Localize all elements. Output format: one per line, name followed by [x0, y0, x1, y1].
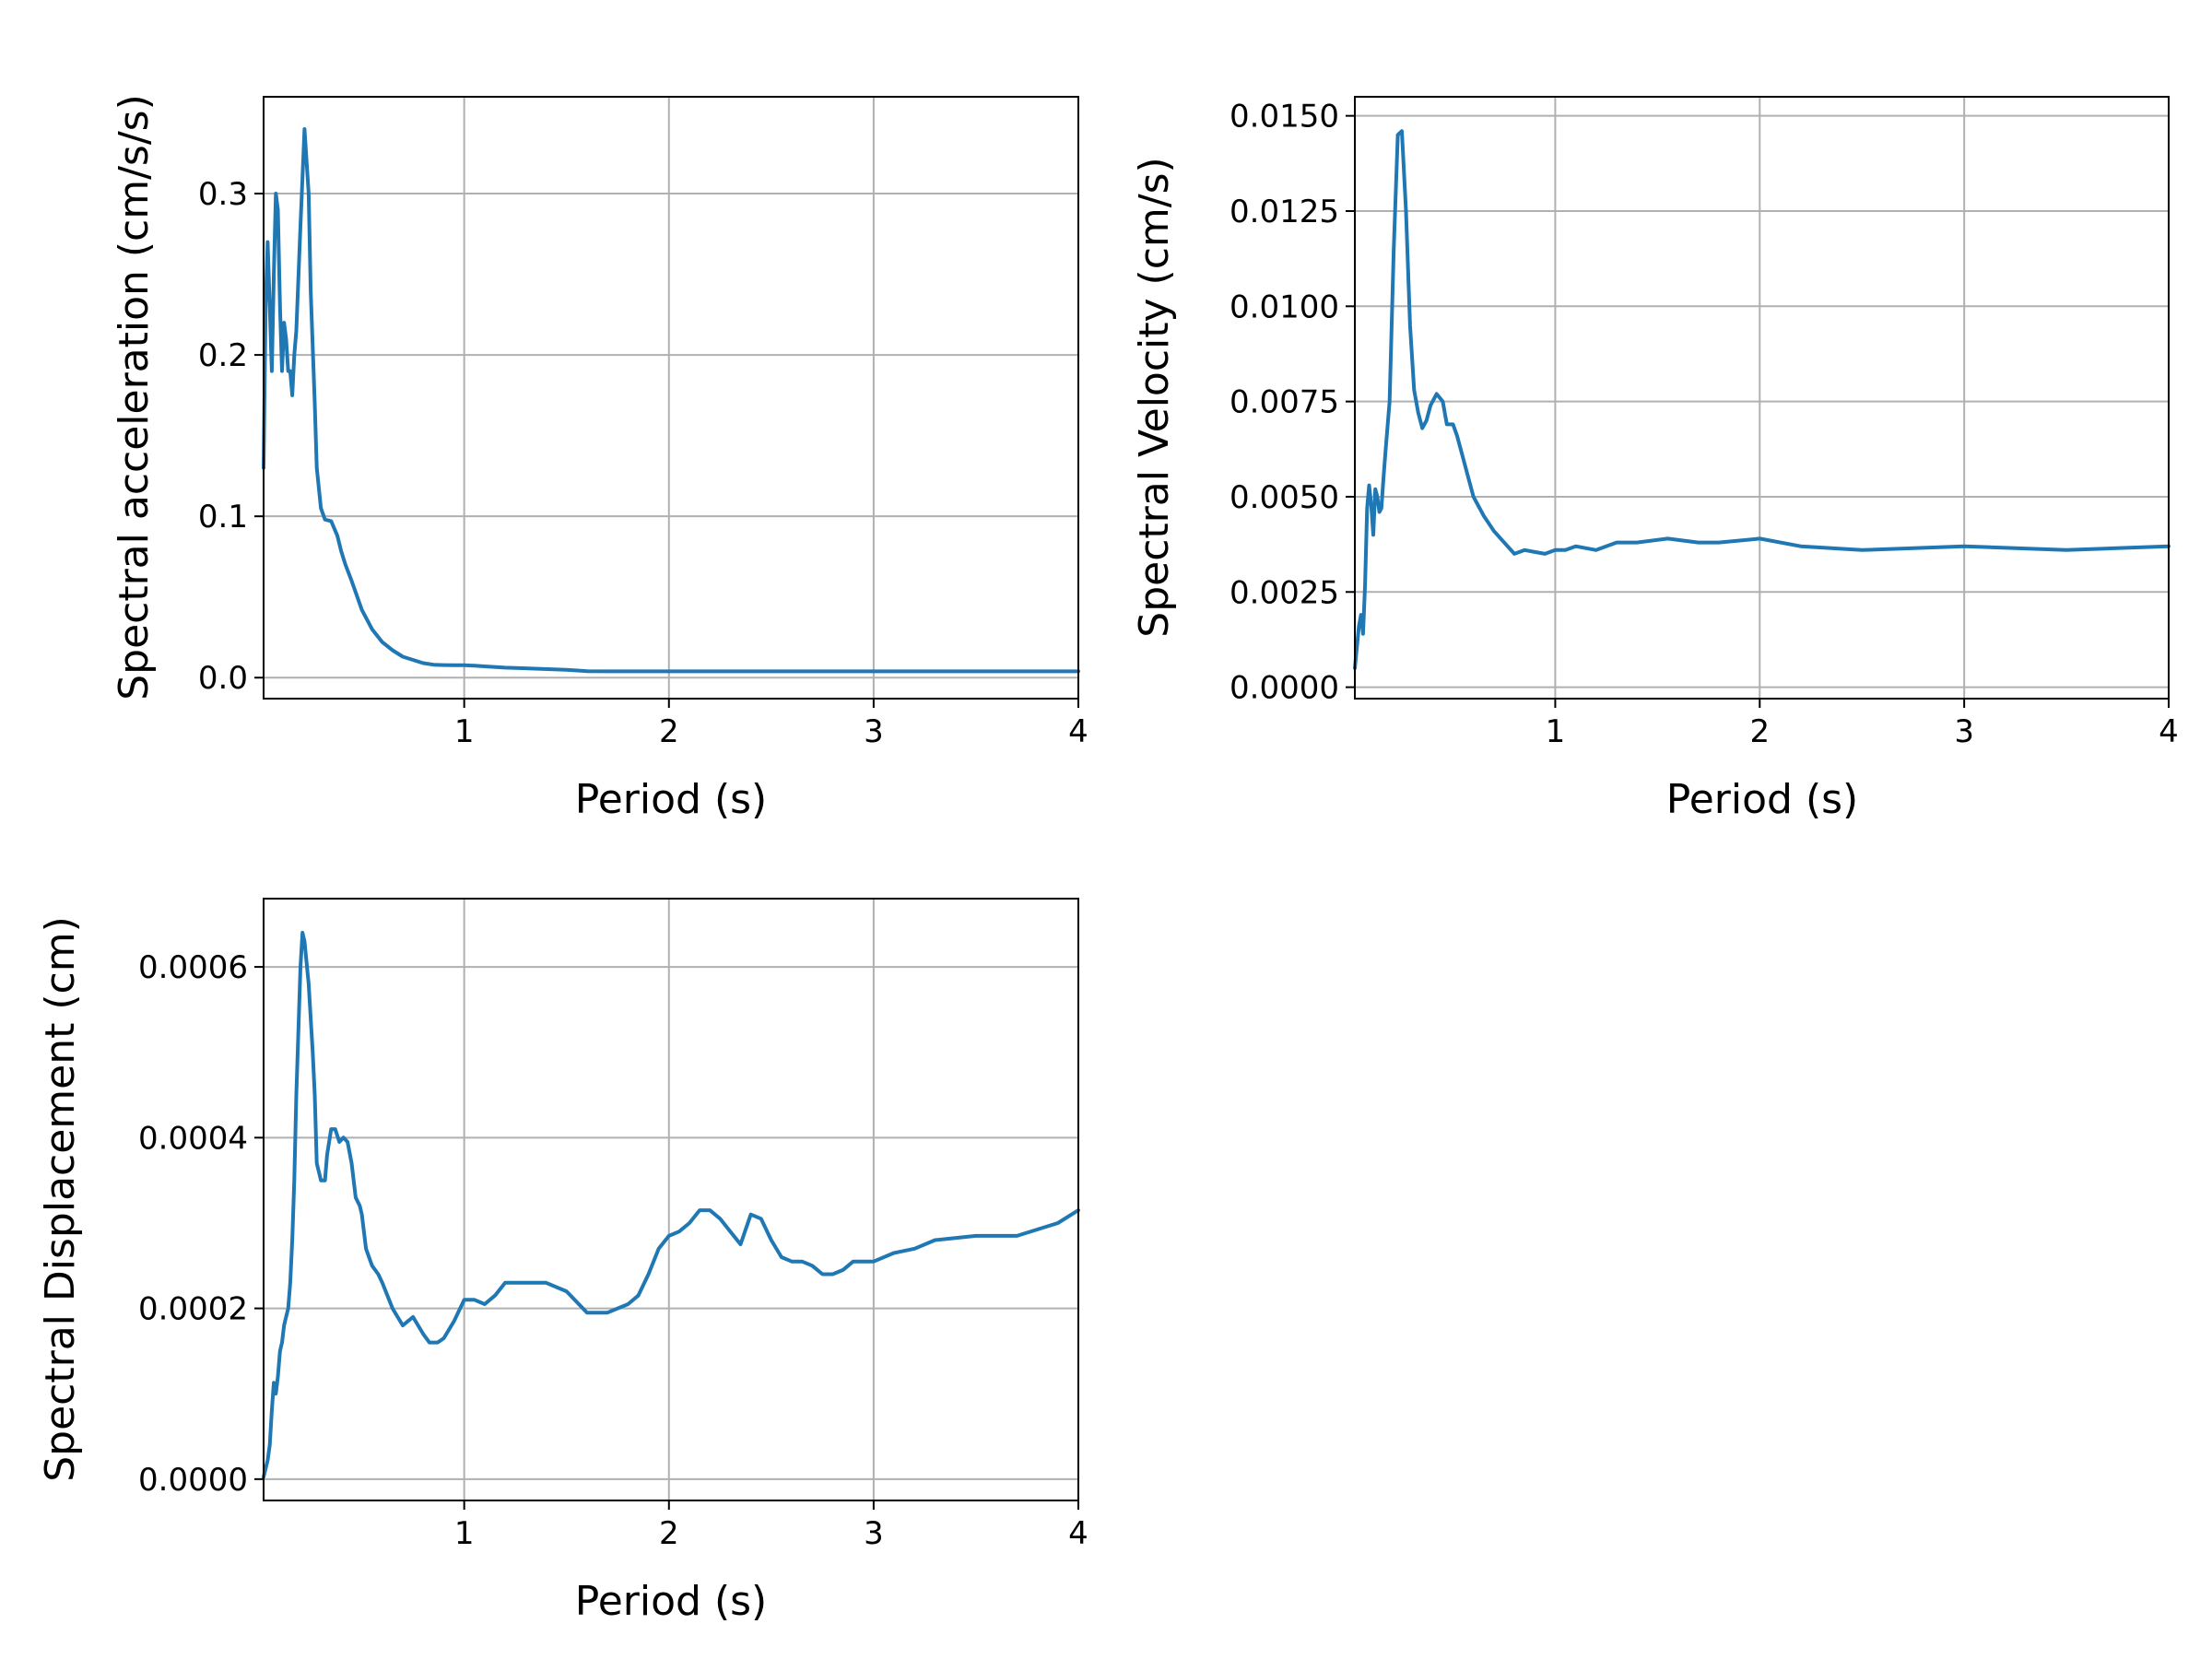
y-axis-label: Spectral Displacement (cm) — [37, 916, 84, 1482]
x-axis-label: Period (s) — [1666, 776, 1858, 823]
y-tick-label: 0.0100 — [1230, 288, 1339, 325]
grid — [1355, 97, 2169, 699]
y-tick-label: 0.0150 — [1230, 99, 1339, 135]
y-tick-label: 0.0000 — [1230, 670, 1339, 707]
x-tick-label: 3 — [864, 1515, 884, 1552]
y-tick-label: 0.0000 — [138, 1462, 248, 1499]
y-tick-label: 0.1 — [198, 499, 248, 535]
y-tick-label: 0.3 — [198, 176, 248, 213]
grid — [264, 97, 1078, 699]
grid — [264, 899, 1078, 1500]
axis-ticks: 1 2 3 4 0.0000 0.0002 0.0004 0.0006 — [138, 949, 1088, 1552]
series-layer — [1353, 129, 2171, 670]
x-tick-label: 4 — [1068, 713, 1088, 750]
series-layer — [262, 127, 1080, 674]
y-tick-label: 0.0006 — [138, 949, 248, 986]
panel-spectral-velocity: 1 2 3 4 0.0000 0.0025 0.0050 0.0075 0.0100 0.0125… — [1131, 96, 2179, 823]
y-axis-label: Spectral Velocity (cm/s) — [1131, 157, 1178, 637]
y-tick-label: 0.0004 — [138, 1120, 248, 1157]
plot-frame — [263, 96, 1079, 700]
series-line — [262, 931, 1080, 1479]
x-tick-label: 2 — [659, 1515, 679, 1552]
x-tick-label: 1 — [454, 1515, 475, 1552]
y-tick-label: 0.0050 — [1230, 479, 1339, 516]
y-tick-label: 0.0002 — [138, 1291, 248, 1328]
axis-ticks: 1 2 3 4 0.0000 0.0025 0.0050 0.0075 0.0100 0.0125… — [1230, 99, 2179, 750]
plot-frame — [1354, 96, 2170, 700]
x-axis-label: Period (s) — [575, 1578, 767, 1625]
x-tick-label: 2 — [659, 713, 679, 750]
x-axis-label: Period (s) — [575, 776, 767, 823]
y-tick-label: 0.0075 — [1230, 384, 1339, 421]
axis-ticks: 1 2 3 4 0.0 0.1 0.2 0.3 — [198, 176, 1088, 750]
y-tick-label: 0.0025 — [1230, 574, 1339, 611]
panel-spectral-acceleration: 1 2 3 4 0.0 0.1 0.2 0.3 Period (s) Spectral acc… — [111, 94, 1088, 823]
series-line — [1353, 129, 2171, 670]
y-tick-label: 0.0125 — [1230, 194, 1339, 230]
x-tick-label: 3 — [1954, 713, 1974, 750]
x-tick-label: 4 — [2159, 713, 2179, 750]
series-layer — [262, 931, 1080, 1479]
plot-frame — [263, 898, 1079, 1501]
x-tick-label: 4 — [1068, 1515, 1088, 1552]
y-tick-label: 0.0 — [198, 660, 248, 697]
y-tick-label: 0.2 — [198, 337, 248, 374]
x-tick-label: 1 — [454, 713, 475, 750]
x-tick-label: 2 — [1749, 713, 1770, 750]
series-line — [262, 127, 1080, 674]
y-axis-label: Spectral acceleration (cm/s/s) — [111, 94, 158, 700]
x-tick-label: 3 — [864, 713, 884, 750]
x-tick-label: 1 — [1546, 713, 1566, 750]
